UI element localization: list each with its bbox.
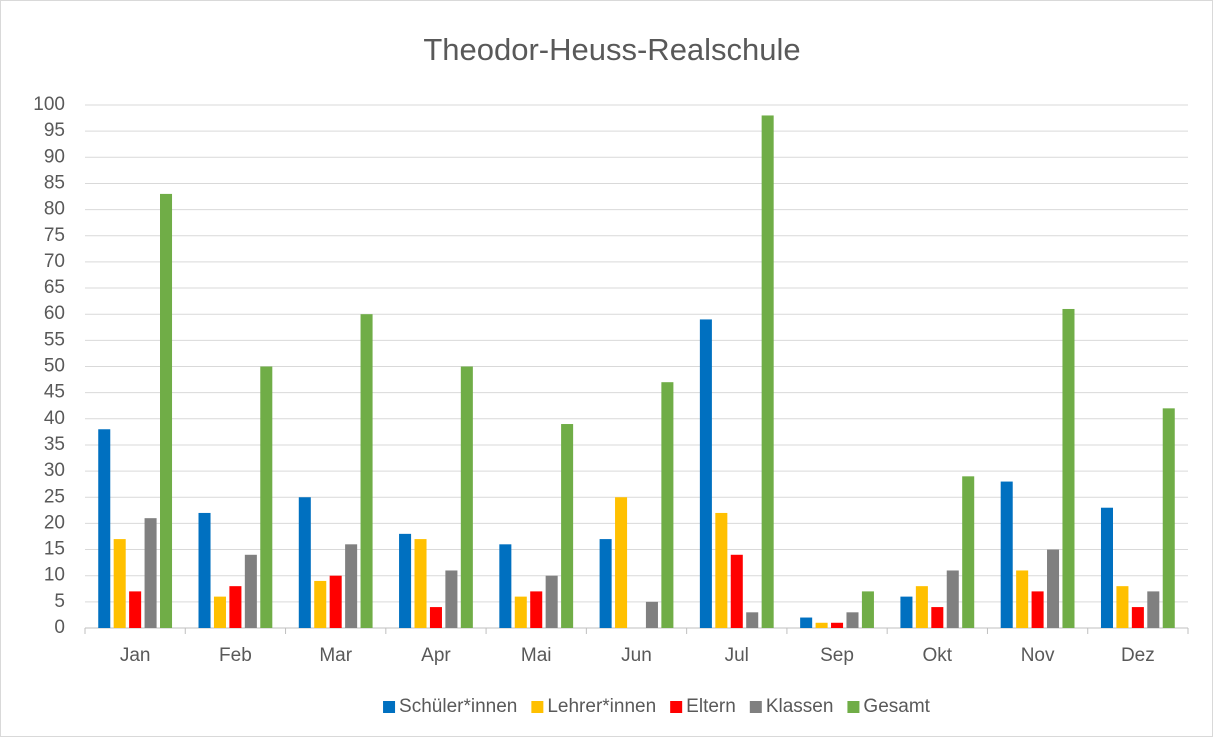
bar bbox=[545, 575, 558, 628]
legend-swatch bbox=[383, 701, 396, 713]
bar bbox=[198, 512, 211, 628]
bar bbox=[931, 607, 944, 628]
y-tick-label: 55 bbox=[44, 329, 65, 350]
bar bbox=[499, 544, 512, 628]
bar bbox=[746, 612, 759, 628]
bar bbox=[915, 586, 928, 628]
chart-title: Theodor-Heuss-Realschule bbox=[423, 32, 800, 67]
y-tick-label: 45 bbox=[44, 382, 65, 403]
bar bbox=[861, 591, 874, 628]
y-tick-label: 0 bbox=[54, 617, 65, 638]
bar bbox=[561, 424, 574, 628]
bar bbox=[429, 607, 442, 628]
x-tick-label: Nov bbox=[1021, 645, 1055, 666]
bar bbox=[831, 622, 844, 628]
x-tick-label: Jan bbox=[120, 645, 151, 666]
x-tick-label: Mai bbox=[521, 645, 552, 666]
bar bbox=[715, 512, 728, 628]
bar bbox=[414, 539, 427, 628]
y-tick-label: 30 bbox=[44, 460, 65, 481]
y-tick-label: 15 bbox=[44, 539, 65, 560]
legend-swatch bbox=[670, 701, 683, 713]
y-tick-label: 80 bbox=[44, 199, 65, 220]
y-tick-label: 20 bbox=[44, 512, 65, 533]
y-tick-label: 5 bbox=[54, 591, 65, 612]
bar bbox=[98, 429, 111, 628]
bar bbox=[399, 533, 412, 628]
bar bbox=[1031, 591, 1044, 628]
y-tick-label: 75 bbox=[44, 225, 65, 246]
x-tick-label: Jul bbox=[725, 645, 749, 666]
bar bbox=[761, 115, 774, 628]
bar bbox=[1147, 591, 1160, 628]
y-tick-label: 90 bbox=[44, 146, 65, 167]
bar bbox=[244, 554, 257, 628]
x-tick-label: Mar bbox=[319, 645, 352, 666]
bar bbox=[129, 591, 142, 628]
bar bbox=[113, 539, 126, 628]
legend-label: Lehrer*innen bbox=[547, 696, 656, 717]
bar bbox=[298, 497, 311, 628]
bar bbox=[730, 554, 743, 628]
legend-label: Gesamt bbox=[863, 696, 930, 717]
bar bbox=[260, 366, 273, 628]
bar bbox=[1000, 481, 1013, 628]
x-tick-label: Apr bbox=[421, 645, 451, 666]
y-tick-label: 25 bbox=[44, 486, 65, 507]
legend-label: Eltern bbox=[686, 696, 736, 717]
legend-label: Schüler*innen bbox=[399, 696, 517, 717]
bar bbox=[329, 575, 342, 628]
bar bbox=[661, 382, 674, 628]
x-tick-label: Sep bbox=[820, 645, 854, 666]
bar bbox=[1062, 308, 1075, 628]
y-tick-label: 50 bbox=[44, 356, 65, 377]
bar bbox=[345, 544, 358, 628]
bar bbox=[1016, 570, 1029, 628]
bar bbox=[1162, 408, 1175, 628]
y-tick-label: 85 bbox=[44, 172, 65, 193]
bar bbox=[460, 366, 473, 628]
bar bbox=[962, 476, 975, 628]
bar bbox=[815, 622, 828, 628]
bar bbox=[645, 601, 658, 628]
bar bbox=[360, 314, 373, 628]
bar bbox=[229, 586, 242, 628]
y-tick-label: 40 bbox=[44, 408, 65, 429]
bar bbox=[946, 570, 959, 628]
bar bbox=[800, 617, 813, 628]
y-tick-label: 95 bbox=[44, 120, 65, 141]
legend-label: Klassen bbox=[766, 696, 834, 717]
bar bbox=[1116, 586, 1129, 628]
bar bbox=[144, 518, 157, 628]
y-tick-label: 35 bbox=[44, 434, 65, 455]
bar bbox=[160, 193, 173, 628]
legend-swatch bbox=[847, 701, 860, 713]
x-tick-label: Okt bbox=[923, 645, 953, 666]
bar bbox=[213, 596, 226, 628]
bar bbox=[530, 591, 543, 628]
x-tick-label: Dez bbox=[1121, 645, 1155, 666]
y-tick-label: 10 bbox=[44, 565, 65, 586]
y-tick-label: 65 bbox=[44, 277, 65, 298]
legend-swatch bbox=[749, 701, 762, 713]
bar bbox=[1047, 549, 1060, 628]
bar bbox=[846, 612, 859, 628]
legend-swatch bbox=[531, 701, 544, 713]
bar bbox=[445, 570, 458, 628]
y-tick-label: 100 bbox=[33, 94, 65, 115]
bar bbox=[615, 497, 628, 628]
bar bbox=[514, 596, 527, 628]
bar bbox=[599, 539, 612, 628]
x-tick-label: Feb bbox=[219, 645, 252, 666]
bar bbox=[699, 319, 712, 628]
bar bbox=[1100, 507, 1113, 628]
y-tick-label: 70 bbox=[44, 251, 65, 272]
bar bbox=[1131, 607, 1144, 628]
bar bbox=[314, 580, 327, 628]
bar bbox=[900, 596, 913, 628]
x-tick-label: Jun bbox=[621, 645, 652, 666]
y-tick-label: 60 bbox=[44, 303, 65, 324]
